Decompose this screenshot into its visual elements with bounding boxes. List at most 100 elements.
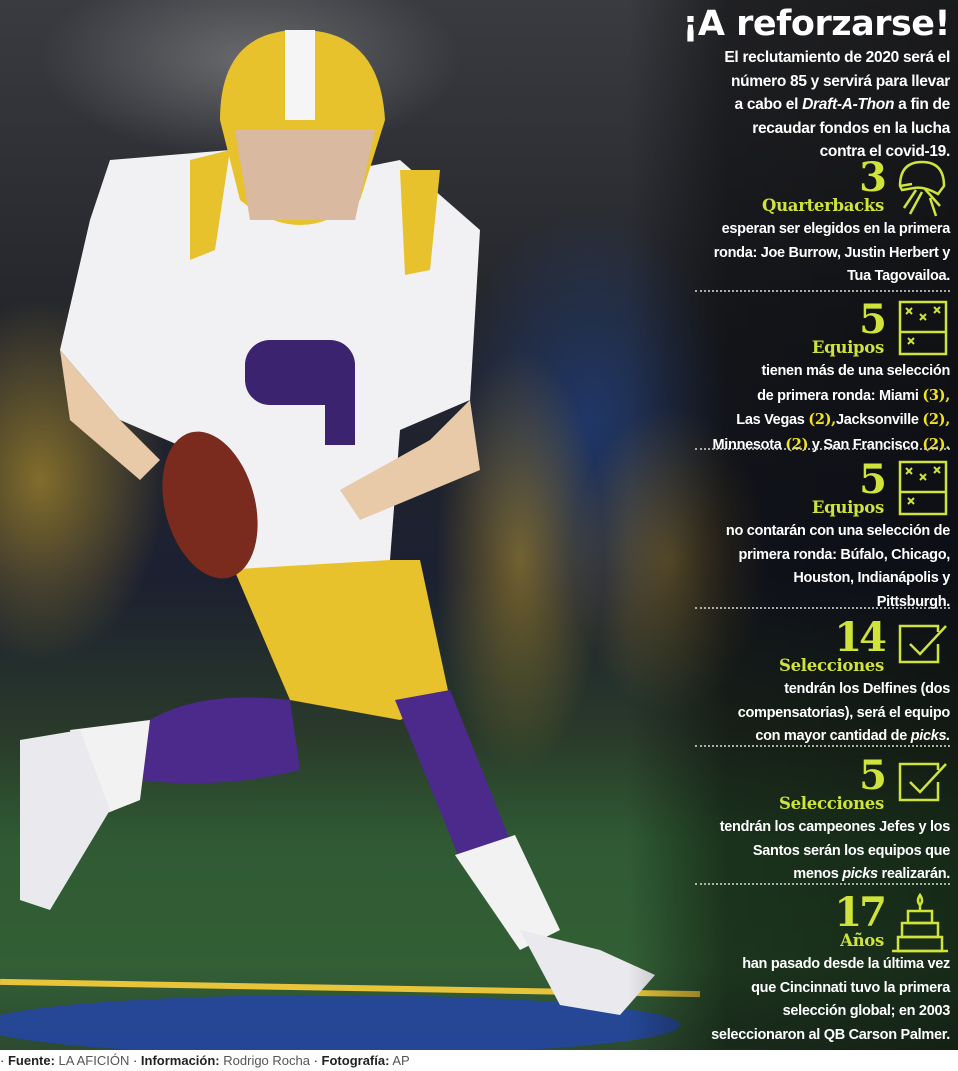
checkbox-icon [898, 624, 948, 669]
pick-count: (2), [922, 411, 950, 428]
text-segment: Santos serán los equipos que [752, 842, 950, 859]
text-segment: El reclutamiento de 2020 será el [724, 49, 950, 66]
intro-text: El reclutamiento de 2020 será el número 8… [724, 46, 950, 164]
text-line: tendrán los campeones Jefes y los [719, 816, 951, 840]
text-line: de primera ronda: Miami (3), [713, 384, 950, 409]
stat-label: Años [840, 931, 884, 950]
stat-label: Selecciones [778, 794, 884, 813]
divider [695, 883, 950, 885]
pick-count: (2), [808, 411, 836, 428]
text-segment: tendrán los Delfines (dos [784, 681, 950, 697]
text-segment: seleccionaron al QB Carson Palmer. [711, 1026, 950, 1043]
stat-block: 5 Equipos tienen más de una selección de … [680, 296, 951, 453]
text-line: que Cincinnati tuvo la primera [711, 977, 950, 1001]
info-value: Rodrigo Rocha [223, 1053, 310, 1068]
stat-label: Equipos [811, 338, 884, 357]
stat-description: tendrán los campeones Jefes y los Santos … [719, 816, 951, 887]
playbook-icon [898, 460, 948, 521]
source-label: Fuente: [7, 1053, 55, 1068]
stat-label: Quarterbacks [762, 196, 884, 215]
stat-block: 14 Selecciones tendrán los Delfines (dos… [680, 614, 951, 768]
text-line: recaudar fondos en la lucha [724, 117, 950, 141]
stat-description: tendrán los Delfines (dos compensatorias)… [737, 678, 951, 749]
text-line: han pasado desde la última vez [711, 953, 950, 977]
text-segment: que Cincinnati tuvo la primera [751, 979, 950, 996]
stat-number: 3 [859, 154, 887, 201]
text-line: tendrán los Delfines (dos [738, 678, 950, 702]
text-segment: y San Francisco [808, 436, 923, 453]
headline: ¡A reforzarse! [682, 4, 950, 44]
text-line: esperan ser elegidos en la primera [714, 218, 951, 242]
text-segment: Las Vegas [736, 412, 809, 428]
text-segment: de primera ronda: Miami [757, 387, 923, 404]
text-segment: Tua Tagovailoa. [847, 268, 950, 284]
stat-block: 3 Quarterbacks esperan ser elegidos en l… [680, 154, 951, 308]
stat-description: tienen más de una selección de primera ro… [713, 360, 951, 457]
stat-description: no contarán con una selección de primera … [726, 520, 950, 614]
text-line: tienen más de una selección [713, 360, 950, 384]
player-photo [20, 30, 655, 1015]
text-line: primera ronda: Búfalo, Chicago, [726, 544, 951, 568]
text-segment: selección global; en 2003 [782, 1003, 951, 1019]
text-segment: picks [842, 866, 878, 882]
text-segment: a fin de [894, 96, 950, 113]
stat-block: 5 Equipos no contarán con una selección … [680, 460, 950, 610]
divider [695, 745, 950, 747]
text-line: Houston, Indianápolis y [726, 567, 950, 591]
text-line: no contarán con una selección de [726, 520, 950, 544]
stat-label: Selecciones [778, 656, 884, 675]
text-segment: realizarán. [877, 866, 951, 882]
text-segment: compensatorias), será el equipo [737, 704, 951, 721]
source-value: LA AFICIÓN [58, 1053, 130, 1068]
text-segment: recaudar fondos en la lucha [752, 119, 950, 137]
text-line: Santos serán los equipos que [720, 840, 950, 864]
text-segment: han pasado desde la última vez [742, 956, 950, 972]
stat-number: 5 [859, 752, 887, 799]
text-line: Pittsburgh. [726, 591, 951, 615]
stat-description: esperan ser elegidos en la primera ronda:… [714, 218, 951, 289]
text-line: seleccionaron al QB Carson Palmer. [711, 1024, 950, 1048]
text-segment: no contarán con una selección de [725, 523, 950, 539]
text-segment: contra el covid-19. [819, 143, 951, 160]
stat-label: Equipos [811, 498, 884, 517]
text-segment: a cabo el [734, 96, 803, 113]
stat-number: 5 [859, 296, 887, 343]
cake-icon [892, 892, 948, 960]
text-segment: Draft-A-Thon [802, 96, 895, 113]
info-label: Información: [140, 1053, 220, 1068]
text-line: Tua Tagovailoa. [714, 265, 950, 289]
stat-block: 17 Años han pasado desde la última vez qu… [680, 893, 950, 1043]
divider [695, 290, 950, 292]
helmet-icon [894, 158, 948, 223]
text-segment: tendrán los campeones Jefes y los [719, 819, 951, 835]
text-line: a cabo el Draft-A-Thon a fin de [724, 93, 951, 117]
text-line: con mayor cantidad de picks. [738, 725, 950, 749]
text-segment: tienen más de una selección [761, 363, 950, 379]
divider [695, 448, 950, 450]
checkbox-icon [898, 762, 948, 807]
divider [695, 607, 950, 609]
playbook-icon [898, 300, 948, 361]
text-segment: con mayor cantidad de [755, 728, 911, 744]
text-segment: esperan ser elegidos en la primera [721, 221, 951, 237]
pick-count: (3), [922, 386, 950, 404]
credits: · Fuente: LA AFICIÓN · Información: Rodr… [0, 1053, 410, 1068]
text-segment: Minnesota [712, 436, 786, 453]
stat-number: 14 [834, 614, 887, 661]
stat-number: 17 [834, 889, 887, 936]
stat-block: 5 Selecciones tendrán los campeones Jefe… [680, 752, 951, 906]
text-segment: primera ronda: Búfalo, Chicago, [738, 546, 951, 563]
text-line: ronda: Joe Burrow, Justin Herbert y [714, 242, 951, 266]
text-line: El reclutamiento de 2020 será el [724, 46, 950, 70]
text-line: Minnesota (2) y San Francisco (2). [713, 433, 951, 458]
text-line: menos picks realizarán. [720, 863, 950, 887]
text-line: número 85 y servirá para llevar [724, 70, 950, 94]
text-line: compensatorias), será el equipo [737, 702, 951, 726]
photo-label: Fotografía: [321, 1053, 390, 1068]
text-segment: Houston, Indianápolis y [793, 570, 950, 586]
text-segment: número 85 y servirá para llevar [730, 72, 950, 90]
stat-number: 5 [859, 456, 887, 503]
text-segment: Pittsburgh. [876, 593, 951, 610]
text-segment: picks. [910, 728, 951, 744]
text-segment: menos [793, 866, 843, 882]
